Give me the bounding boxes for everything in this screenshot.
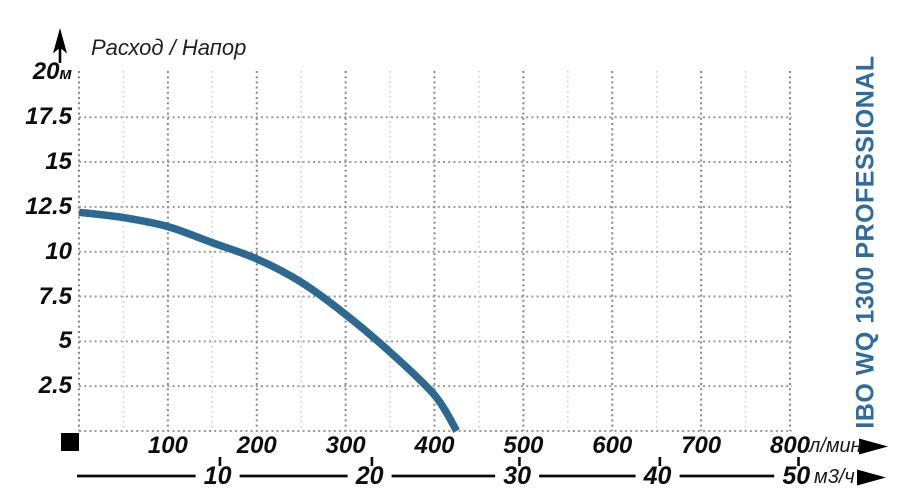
x-axis-primary-unit-label: л/мин bbox=[809, 435, 862, 457]
x-tick-label: 500 bbox=[503, 432, 544, 459]
secondary-axis bbox=[77, 457, 800, 478]
x-tick-label: 100 bbox=[147, 432, 188, 459]
x-tick-label: 300 bbox=[325, 432, 366, 459]
x-tick-label: 800 bbox=[769, 432, 811, 459]
y-tick-label: 7.5 bbox=[38, 282, 72, 310]
y-tick-label: 20м bbox=[32, 58, 72, 86]
y-axis-unit-label: м bbox=[59, 64, 72, 84]
x-tick-label: 600 bbox=[592, 432, 633, 459]
secondary-tick-label: 20 bbox=[355, 462, 384, 490]
chart-title: Расход / Напор bbox=[91, 35, 247, 60]
secondary-tick-label: 50 bbox=[782, 462, 811, 490]
x-tick-label: 700 bbox=[681, 432, 722, 459]
x-tick-label: 400 bbox=[414, 432, 455, 459]
y-tick-label: 5 bbox=[58, 327, 72, 355]
secondary-tick-label: 30 bbox=[503, 462, 532, 490]
secondary-tick-label: 40 bbox=[643, 462, 672, 490]
y-tick-label: 17.5 bbox=[25, 103, 72, 131]
y-tick-label: 2.5 bbox=[38, 371, 72, 399]
grid-major-lines bbox=[78, 71, 792, 432]
brand-label: IBO WQ 1300 PROFESSIONAL bbox=[851, 55, 880, 429]
x-tick-label: 200 bbox=[236, 432, 277, 459]
x-axis-secondary-arrow-icon bbox=[857, 469, 886, 486]
y-tick-label: 10 bbox=[45, 237, 72, 265]
pump-curve bbox=[78, 208, 460, 433]
y-tick-label: 15 bbox=[45, 147, 72, 175]
x-axis-secondary-unit-label: м3/ч bbox=[814, 466, 855, 488]
x-axis-primary-arrow-icon bbox=[859, 438, 888, 455]
y-axis-arrow-icon bbox=[53, 28, 67, 63]
origin-marker-square bbox=[61, 433, 79, 451]
y-tick-label: 12.5 bbox=[25, 192, 72, 220]
secondary-tick-label: 10 bbox=[203, 462, 232, 490]
